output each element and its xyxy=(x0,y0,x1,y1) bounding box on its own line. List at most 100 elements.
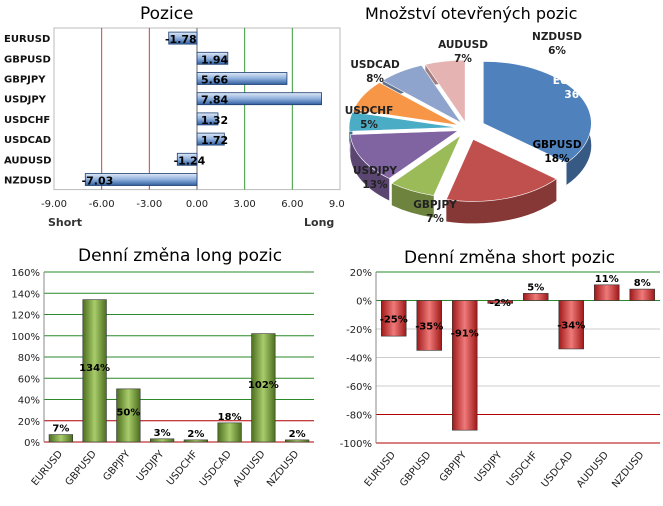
value-label: 3% xyxy=(154,428,171,439)
bar xyxy=(416,300,442,351)
y-tick-label: 0% xyxy=(24,438,40,449)
pie-value-label: 13% xyxy=(362,179,388,191)
bar xyxy=(183,439,208,443)
y-tick-label: 80% xyxy=(18,353,40,364)
category-label: GBPJPY xyxy=(4,75,46,86)
value-label: 2% xyxy=(289,429,306,440)
pie-value-label: 8% xyxy=(366,73,384,85)
pie-slice xyxy=(353,82,459,126)
pie-category-label: GBPUSD xyxy=(532,139,581,151)
y-tick-label: -40% xyxy=(346,354,372,365)
value-label: -35% xyxy=(415,321,443,332)
bar xyxy=(452,300,478,431)
value-label: -25% xyxy=(380,314,408,325)
position-bar xyxy=(176,152,198,166)
pie-slice xyxy=(391,134,462,196)
category-label: AUDUSD xyxy=(231,449,267,489)
position-bar xyxy=(196,51,229,65)
y-tick-label: 0% xyxy=(356,297,372,308)
value-label: 1.94 xyxy=(201,53,228,66)
category-label: USDCHF xyxy=(505,450,540,489)
category-label: GBPUSD xyxy=(398,450,434,489)
y-tick-label: 160% xyxy=(11,268,40,279)
category-label: USDJPY xyxy=(473,449,505,485)
x-tick-label: -3.00 xyxy=(136,199,162,210)
position-bar xyxy=(196,92,322,106)
position-bar xyxy=(168,31,198,45)
bar xyxy=(285,439,310,443)
pie-slice-side xyxy=(391,183,434,218)
position-bar xyxy=(196,112,219,126)
position-bar xyxy=(196,72,288,85)
open-positions-pie-svg: EURUSD 36% GBPUSD 18% GBPJPY 7% USDJPY 13% USDCH… xyxy=(345,31,602,225)
y-tick-label: -100% xyxy=(340,439,372,450)
pie-value-label: 36% xyxy=(564,89,590,101)
y-tick-label: 40% xyxy=(18,396,40,407)
y-tick-label: -80% xyxy=(346,411,372,422)
value-label: 134% xyxy=(79,363,110,374)
positions-chart-svg: EURUSD -1.78 GBPUSD 1.94 GBPJPY 5.66 USDJPY 7.8… xyxy=(4,27,345,210)
positions-chart-title: Pozice xyxy=(140,4,194,24)
pie-slice xyxy=(424,59,466,124)
x-tick-label: 9.00 xyxy=(329,199,345,210)
bar xyxy=(251,333,276,443)
value-label: 7% xyxy=(52,424,69,435)
bar xyxy=(150,438,175,443)
value-label: 11% xyxy=(595,274,619,285)
y-tick-label: 120% xyxy=(11,311,40,322)
position-bar xyxy=(196,132,225,146)
pie-value-label: 5% xyxy=(360,119,378,131)
positions-chart: Pozice EURUSD -1.78 GBPUSD 1.94 GBPJPY 5.66 US… xyxy=(0,0,345,235)
pie-category-label: GBPJPY xyxy=(413,199,457,211)
pie-category-label: USDCAD xyxy=(350,59,400,71)
daily-long-chart-svg: 0% 20% 40% 60% 80% 100% 120% 140% 160% 7% EURUSD 13… xyxy=(11,268,314,489)
daily-short-chart-svg: -100% -80% -60% -40% -20% 0% 20% -25% EURUSD -35%… xyxy=(340,268,660,490)
category-label: GBPUSD xyxy=(63,449,99,488)
value-label: 5% xyxy=(527,282,544,293)
pie-category-label: EURUSD xyxy=(553,75,602,87)
value-label: -1.24 xyxy=(174,154,206,167)
bar xyxy=(594,284,620,301)
open-positions-chart: Množství otevřených pozic EURUSD 36% GBPUS… xyxy=(345,0,663,235)
bar xyxy=(82,299,107,443)
y-tick-label: 100% xyxy=(11,332,40,343)
y-tick-label: 60% xyxy=(18,374,40,385)
pie-value-label: 7% xyxy=(426,213,444,225)
category-label: AUDUSD xyxy=(575,450,611,490)
pie-slice xyxy=(382,65,462,124)
bar xyxy=(629,288,655,301)
value-label: -7.03 xyxy=(82,175,114,188)
pie-slice-side xyxy=(350,134,390,201)
x-tick-label: 6.00 xyxy=(281,199,303,210)
short-axis-label: Short xyxy=(48,216,82,229)
daily-long-chart: Denní změna long pozic 0% 20% 40% 60% 80% 100… xyxy=(0,240,330,506)
value-label: 1.32 xyxy=(201,114,228,127)
pie-category-label: NZDUSD xyxy=(532,31,582,43)
daily-short-chart-title: Denní změna short pozic xyxy=(404,248,616,268)
pie-value-label: 7% xyxy=(454,53,472,65)
bar xyxy=(217,422,242,443)
x-tick-label: 0.00 xyxy=(186,199,208,210)
bar xyxy=(558,300,584,350)
long-axis-label: Long xyxy=(304,216,335,229)
pie-value-label: 6% xyxy=(548,45,566,57)
category-label: USDCAD xyxy=(540,450,576,490)
position-bar xyxy=(84,173,198,186)
pie-slice xyxy=(349,130,460,179)
value-label: 50% xyxy=(116,407,140,418)
value-label: -1.78 xyxy=(165,33,197,46)
category-label: GBPUSD xyxy=(4,54,51,65)
daily-long-chart-title: Denní změna long pozic xyxy=(78,246,283,266)
category-label: USDJPY xyxy=(4,95,47,106)
category-label: GBPJPY xyxy=(438,449,470,484)
category-label: AUDUSD xyxy=(4,155,51,166)
value-label: -91% xyxy=(451,329,479,340)
category-label: USDCHF xyxy=(4,115,50,126)
pie-category-label: USDJPY xyxy=(353,165,397,177)
value-label: 5.66 xyxy=(201,74,228,87)
category-label: EURUSD xyxy=(363,450,399,489)
category-label: USDJPY xyxy=(135,448,167,484)
y-tick-label: 140% xyxy=(11,289,40,300)
value-label: 2% xyxy=(187,429,204,440)
x-tick-label: 3.00 xyxy=(234,199,256,210)
